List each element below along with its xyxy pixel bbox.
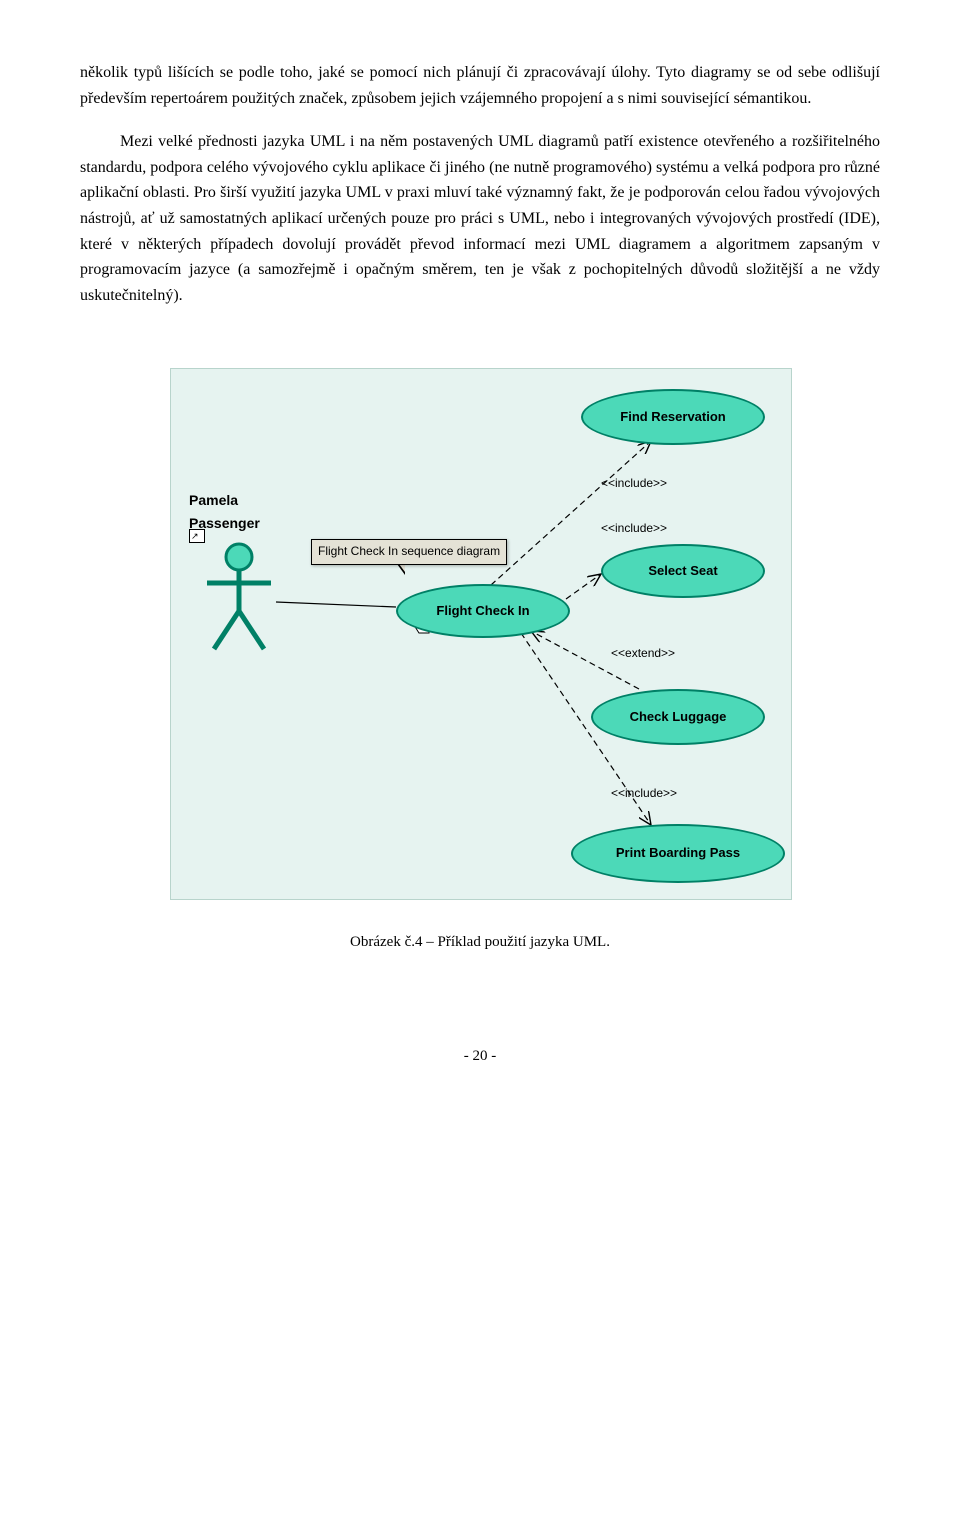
shortcut-icon: ↗ (189, 529, 205, 543)
figure-caption: Obrázek č.4 – Příklad použití jazyka UML… (80, 930, 880, 954)
paragraph-1: několik typů lišících se podle toho, jak… (80, 60, 880, 111)
usecase-check-luggage: Check Luggage (591, 689, 765, 745)
actor-label-line1: Pamela (189, 489, 260, 511)
stereotype-label-2: <<extend>> (611, 644, 675, 663)
paragraph-2: Mezi velké přednosti jazyka UML i na něm… (80, 129, 880, 308)
usecase-find-reservation: Find Reservation (581, 389, 765, 445)
uml-diagram: Pamela Passenger ↗ Flight Check In seque… (170, 368, 792, 900)
usecase-flight-check-in: Flight Check In (396, 584, 570, 638)
actor-icon (199, 541, 279, 661)
stereotype-label-0: <<include>> (601, 474, 667, 493)
usecase-select-seat: Select Seat (601, 544, 765, 598)
stereotype-label-3: <<include>> (611, 784, 677, 803)
stereotype-label-1: <<include>> (601, 519, 667, 538)
figure-container: Pamela Passenger ↗ Flight Check In seque… (170, 368, 790, 900)
shortcut-arrow-icon: ↗ (191, 529, 199, 543)
tooltip-text: Flight Check In sequence diagram (318, 544, 500, 558)
tooltip: Flight Check In sequence diagram (311, 539, 507, 564)
actor-label: Pamela Passenger (189, 489, 260, 534)
usecase-print-boarding: Print Boarding Pass (571, 824, 785, 883)
page-number: - 20 - (80, 1044, 880, 1068)
